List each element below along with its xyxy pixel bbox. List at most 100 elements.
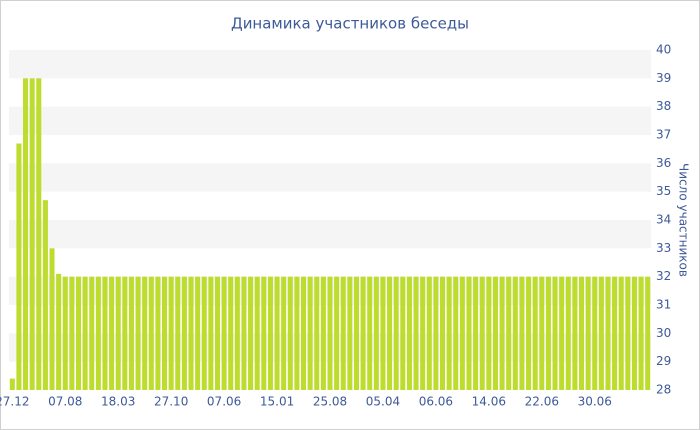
bar	[294, 276, 300, 390]
y-tick-label: 29	[656, 354, 671, 368]
bar	[572, 276, 578, 390]
y-tick-label: 31	[656, 298, 671, 312]
bar	[301, 276, 307, 390]
bar	[486, 276, 492, 390]
bar	[545, 276, 551, 390]
y-tick-label: 39	[656, 71, 671, 85]
bar	[565, 276, 571, 390]
bar	[492, 276, 498, 390]
bar	[406, 276, 412, 390]
bar	[254, 276, 260, 390]
bar	[175, 276, 181, 390]
bar	[95, 276, 101, 390]
bar	[208, 276, 214, 390]
x-tick-label: 07.08	[48, 395, 82, 409]
bar	[459, 276, 465, 390]
grid-band	[9, 163, 651, 192]
bar	[109, 276, 115, 390]
bar	[29, 78, 35, 390]
bar	[16, 143, 22, 390]
grid-band	[9, 106, 651, 135]
y-tick-label: 28	[656, 383, 671, 397]
bar	[128, 276, 134, 390]
bar	[426, 276, 432, 390]
bar	[598, 276, 604, 390]
x-tick-label: 06.06	[419, 395, 453, 409]
bar	[506, 276, 512, 390]
bar	[314, 276, 320, 390]
bar	[466, 276, 472, 390]
x-tick-label: 18.03	[101, 395, 135, 409]
bar	[387, 276, 393, 390]
bar	[42, 200, 48, 390]
bar	[380, 276, 386, 390]
bar	[9, 378, 15, 390]
bar	[340, 276, 346, 390]
bar	[440, 276, 446, 390]
bar	[605, 276, 611, 390]
bar	[142, 276, 148, 390]
bar	[135, 276, 141, 390]
bar	[75, 276, 82, 390]
x-tick-label: 15.01	[260, 395, 294, 409]
bar	[115, 276, 121, 390]
bar	[320, 276, 326, 390]
bar	[327, 276, 333, 390]
bar	[625, 276, 631, 390]
x-tick-label: 07.06	[207, 395, 241, 409]
y-tick-label: 33	[656, 241, 671, 255]
bar	[519, 276, 525, 390]
bar	[89, 276, 95, 390]
bar	[36, 78, 42, 390]
bar	[281, 276, 287, 390]
bar	[353, 276, 359, 390]
bar	[195, 276, 201, 390]
bar	[248, 276, 254, 390]
bar	[413, 276, 419, 390]
bar	[214, 276, 220, 390]
bar	[307, 276, 313, 390]
x-tick-label: 30.06	[578, 395, 612, 409]
bar	[539, 276, 545, 390]
bar	[532, 276, 538, 390]
bar	[433, 276, 439, 390]
bar	[181, 276, 187, 390]
x-tick-label: 25.08	[313, 395, 347, 409]
bar	[499, 276, 505, 390]
chart-title: Динамика участников беседы	[231, 15, 469, 33]
y-tick-label: 38	[656, 99, 671, 113]
bar	[162, 276, 168, 390]
bar	[168, 276, 174, 390]
bar	[479, 276, 485, 390]
y-tick-label: 32	[656, 269, 671, 283]
bar	[453, 276, 459, 390]
bar	[592, 276, 598, 390]
bar	[221, 276, 227, 390]
bar	[645, 276, 651, 390]
bar	[360, 276, 366, 390]
y-tick-label: 34	[656, 213, 671, 227]
y-tick-label: 40	[656, 43, 671, 57]
bar	[585, 276, 591, 390]
x-tick-label: 14.06	[472, 395, 506, 409]
bar	[56, 273, 62, 390]
bar	[638, 276, 644, 390]
bar	[334, 276, 340, 390]
x-tick-label: 27.12	[0, 395, 29, 409]
bar	[82, 276, 88, 390]
y-axis-label: Число участников	[677, 163, 691, 277]
bar	[23, 78, 29, 390]
bar	[420, 276, 426, 390]
bar	[228, 276, 234, 390]
x-tick-label: 05.04	[366, 395, 400, 409]
bar	[512, 276, 518, 390]
bar	[526, 276, 532, 390]
bar	[261, 276, 267, 390]
bar	[62, 276, 68, 390]
bar	[148, 276, 154, 390]
bar	[274, 276, 280, 390]
bar	[552, 276, 558, 390]
bar	[393, 276, 399, 390]
bar	[287, 276, 293, 390]
